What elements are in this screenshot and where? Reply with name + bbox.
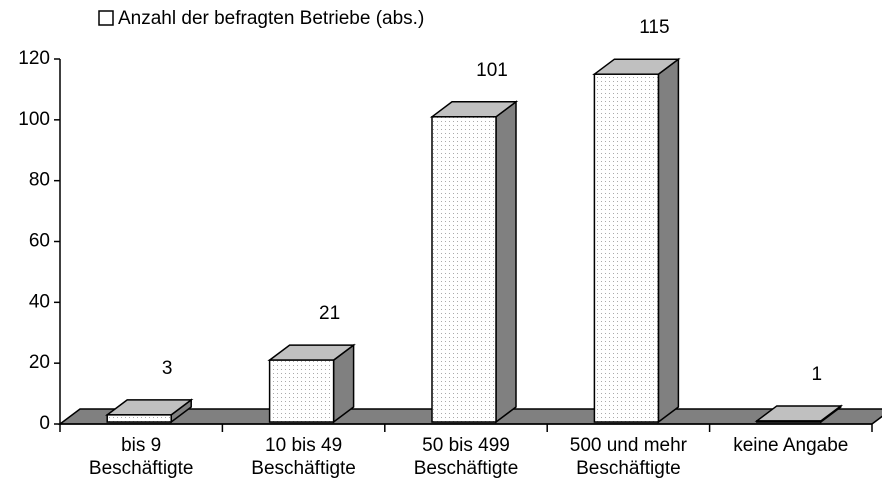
legend-swatch — [98, 10, 114, 26]
bar — [106, 414, 172, 423]
bar-side — [657, 57, 680, 424]
bar — [756, 420, 822, 423]
value-label: 1 — [812, 364, 823, 385]
x-tick-label: 10 bis 49 Beschäftigte — [251, 435, 356, 479]
y-tick-label: 120 — [18, 48, 50, 69]
value-label: 3 — [162, 358, 173, 379]
bar-side — [495, 100, 517, 424]
y-tick-label: 100 — [18, 109, 50, 130]
bar — [268, 359, 335, 423]
y-tick-label: 80 — [29, 170, 50, 191]
y-tick-label: 40 — [29, 291, 50, 312]
x-tick-label: bis 9 Beschäftigte — [88, 435, 194, 479]
value-label: 21 — [319, 303, 340, 324]
y-tick-label: 20 — [29, 352, 50, 373]
legend-label: Anzahl der befragten Betriebe (abs.) — [118, 8, 424, 29]
y-tick-label: 0 — [39, 413, 50, 434]
value-label: 101 — [476, 60, 508, 81]
x-tick-label: 50 bis 499 Beschäftigte — [413, 435, 519, 479]
x-tick-label: keine Angabe — [733, 435, 849, 456]
y-tick-label: 60 — [29, 231, 50, 252]
x-tick-label: 500 und mehr Beschäftigte — [569, 435, 688, 479]
value-label: 115 — [639, 17, 669, 38]
bar — [593, 73, 660, 423]
bar — [431, 116, 497, 423]
